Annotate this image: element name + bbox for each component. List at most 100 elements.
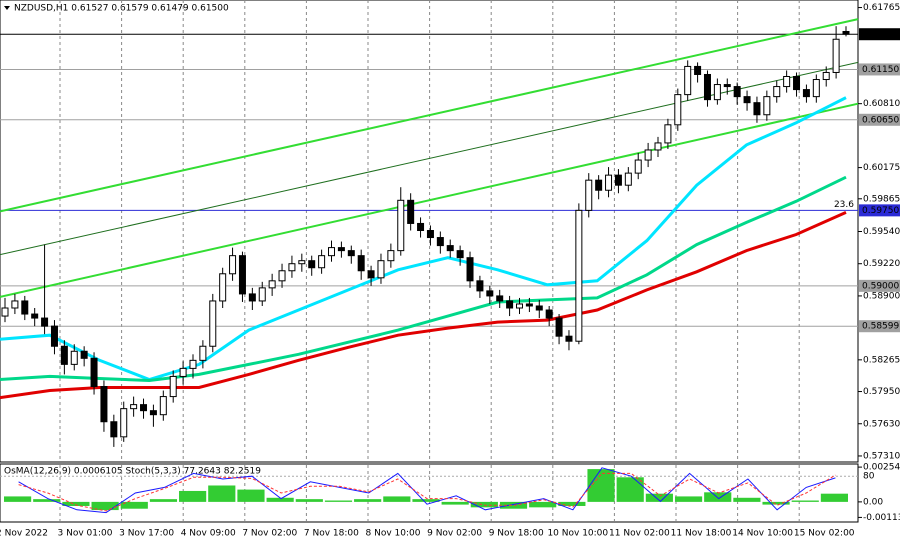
osma-bar (266, 497, 294, 502)
candle-body (585, 179, 593, 211)
osma-bar (412, 499, 440, 502)
candle-body (140, 404, 148, 412)
candle-body (298, 260, 306, 265)
candle-body (229, 255, 237, 275)
moving-average (0, 96, 847, 382)
y-tick-label: 0.60175 (863, 163, 900, 173)
level-label: 0.59000 (862, 281, 899, 291)
candle-body (555, 317, 563, 337)
candle-body (100, 386, 108, 423)
candle-body (407, 199, 415, 224)
candle-body (1, 307, 9, 317)
candle-body (466, 257, 474, 282)
x-tick-label: 9 Nov 02:00 (427, 529, 482, 539)
candle-body (743, 96, 751, 104)
candle-body (70, 350, 78, 365)
candle-body (703, 73, 711, 101)
osma-bar (91, 501, 119, 511)
candle-body (753, 102, 761, 116)
candle-body (525, 303, 533, 307)
candle-body (357, 255, 365, 272)
x-tick-label: 15 Nov 02:00 (794, 529, 855, 539)
level-label: 0.58599 (862, 322, 899, 332)
candle-body (456, 250, 464, 259)
osc-tick-label: 0.00 (863, 497, 883, 507)
x-tick-label: 11 Nov 02:00 (609, 529, 670, 539)
candle-body (614, 174, 622, 186)
candle-body (258, 287, 266, 302)
level-box (859, 63, 900, 76)
y-tick-label: 0.57310 (863, 451, 900, 461)
stoch-line (18, 467, 836, 514)
level-box (859, 113, 900, 126)
menu-arrow (4, 6, 10, 10)
signal-line (18, 472, 836, 512)
level-box (859, 204, 900, 217)
level-label: 0.59750 (862, 206, 899, 216)
candle-body (347, 250, 355, 257)
candle-body (199, 345, 207, 361)
candle-body (565, 335, 573, 342)
x-tick-label: 8 Nov 10:00 (366, 529, 421, 539)
level-label: 0.61500 (862, 30, 899, 40)
candle-body (802, 89, 810, 98)
candle-body (624, 172, 632, 186)
candle-body (674, 94, 682, 126)
candle-body (515, 303, 523, 309)
candle-body (387, 250, 395, 262)
candle-body (130, 404, 138, 410)
candle-body (506, 300, 514, 309)
candle-body (446, 245, 454, 252)
level-box (859, 28, 900, 41)
y-tick-label: 0.57630 (863, 419, 900, 429)
candle-body (337, 247, 345, 252)
candle-body (80, 350, 88, 359)
osma-bar (587, 469, 615, 502)
osma-bar (33, 499, 61, 502)
x-tick-label: 4 Nov 09:00 (181, 529, 236, 539)
osc-tick-label: 0.0025456 (863, 463, 900, 473)
osma-bar (324, 500, 353, 502)
osma-bar (499, 501, 528, 509)
candle-body (328, 247, 336, 257)
level-annotation: 23.6 (834, 200, 854, 210)
candle-body (723, 84, 731, 88)
candle-body (417, 222, 425, 231)
candle-body (605, 174, 613, 191)
candle-body (318, 255, 326, 269)
osma-bar (645, 493, 673, 502)
level-label: 0.60650 (862, 115, 899, 125)
moving-average (0, 211, 847, 400)
osma-bar (558, 501, 586, 506)
y-tick-label: 0.59220 (863, 259, 900, 269)
candle-body (308, 260, 316, 269)
osma-bar (179, 490, 207, 502)
osma-bar (354, 499, 382, 502)
y-tick-label: 0.60810 (863, 99, 900, 109)
osma-bar (820, 493, 848, 502)
candle-body (278, 270, 286, 282)
candle-body (684, 65, 692, 96)
candle-body (822, 71, 830, 81)
candle-body (149, 410, 157, 416)
candle-body (179, 367, 187, 377)
osma-bar (62, 501, 90, 506)
candle-body (812, 79, 820, 98)
candle-body (694, 65, 702, 75)
osc-tick-label: -0.001137 (863, 513, 900, 523)
y-tick-label: 0.59540 (863, 227, 900, 237)
candle-body (842, 31, 850, 35)
x-tick-label: 7 Nov 18:00 (304, 529, 359, 539)
osma-bar (616, 477, 644, 502)
x-tick-label: 3 Nov 01:00 (58, 529, 113, 539)
x-tick-label: 11 Nov 18:00 (671, 529, 732, 539)
candle-body (664, 124, 672, 144)
candle-body (41, 317, 49, 327)
candle-body (189, 359, 197, 369)
candle-body (595, 179, 603, 191)
candle-body (268, 280, 276, 289)
candle-body (219, 273, 227, 302)
y-tick-label: 0.58265 (863, 355, 900, 365)
candle-body (644, 149, 652, 161)
